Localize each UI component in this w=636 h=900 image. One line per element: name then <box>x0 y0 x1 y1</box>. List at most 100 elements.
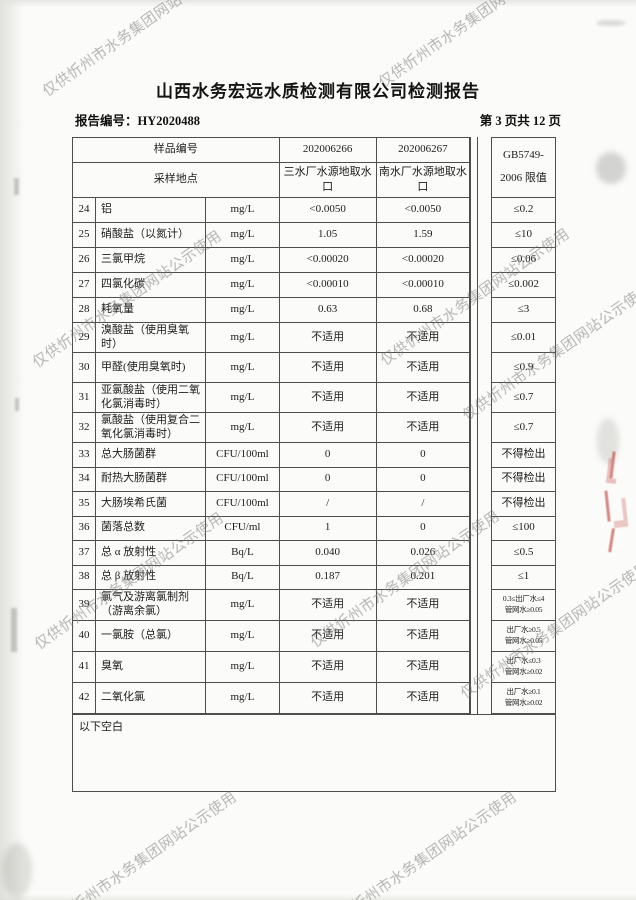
value-cell: 0 <box>375 515 471 541</box>
unit-cell: mg/L <box>205 651 280 683</box>
scan-edge-shadow <box>0 0 24 900</box>
limit-row: ≤0.002 <box>491 272 556 298</box>
report-title: 山西水务宏远水质检测有限公司检测报告 <box>156 82 480 101</box>
row-number-cell: 31 <box>71 382 97 413</box>
value-cell: <0.00020 <box>375 247 471 273</box>
table-row: 24 铝 mg/L <0.0050 <0.0050 <box>71 197 471 223</box>
row-number-cell: 24 <box>71 197 97 223</box>
unit-cell: mg/L <box>205 272 280 298</box>
table-row: 41 臭氧 mg/L 不适用 不适用 <box>71 651 471 683</box>
limit-cell: ≤1 <box>491 564 556 590</box>
row-number-cell: 29 <box>71 322 97 353</box>
limit-cell: 不得检出 <box>491 491 556 517</box>
value-cell: 0.63 <box>278 297 377 323</box>
unit-cell: mg/L <box>205 620 280 652</box>
table-row: 36 菌落总数 CFU/ml 1 0 <box>71 515 471 541</box>
param-name-cell: 总 α 放射性 <box>95 540 207 566</box>
value-cell: 0.68 <box>375 297 471 323</box>
limit-standard-year: 2006 限值 <box>500 172 547 185</box>
limit-row: ≤0.06 <box>491 247 556 273</box>
value-cell: 0.187 <box>278 564 377 590</box>
row-number-cell: 34 <box>71 466 97 492</box>
value-cell: 1.05 <box>278 222 377 248</box>
row-number-cell: 42 <box>71 682 97 714</box>
limit-row: ≤1 <box>491 564 556 590</box>
param-name-cell: 三氯甲烷 <box>95 247 207 273</box>
main-results-table: 样品编号 202006266 202006267 采样地点 三水厂水源地取水口 … <box>71 137 471 714</box>
param-name-cell: 二氧化氯 <box>95 682 207 714</box>
scan-edge-shadow <box>0 894 636 900</box>
red-ink-mark <box>609 451 625 480</box>
table-row: 25 硝酸盐（以氮计） mg/L 1.05 1.59 <box>71 222 471 248</box>
limit-row: 不得检出 <box>491 442 556 468</box>
unit-cell: mg/L <box>205 197 280 223</box>
unit-cell: mg/L <box>205 222 280 248</box>
table-row: 28 耗氧量 mg/L 0.63 0.68 <box>71 297 471 323</box>
limit-cell: 0.3≤出厂水≤4 管网水≥0.05 <box>491 589 556 621</box>
limit-row: ≤0.9 <box>491 352 556 383</box>
param-name-cell: 四氯化碳 <box>95 272 207 298</box>
limit-row: 不得检出 <box>491 491 556 517</box>
row-number-cell: 32 <box>71 412 97 443</box>
table-row: 38 总 β 放射性 Bq/L 0.187 0.201 <box>71 564 471 590</box>
limit-standard: GB5749- <box>503 149 544 161</box>
unit-cell: mg/L <box>205 412 280 443</box>
value-cell: / <box>278 491 377 517</box>
unit-cell: mg/L <box>205 682 280 714</box>
page-indicator: 第 3 页共 12 页 <box>479 114 561 128</box>
scan-smudge <box>596 152 626 184</box>
value-cell: 0 <box>278 442 377 468</box>
limit-row: 出厂水≥0.1 管网水≥0.02 <box>491 682 556 714</box>
unit-cell: Bq/L <box>205 540 280 566</box>
limit-cell: ≤3 <box>491 297 556 323</box>
value-cell: 不适用 <box>278 412 377 443</box>
param-name-cell: 耗氧量 <box>95 297 207 323</box>
value-cell: 不适用 <box>375 352 471 383</box>
limit-row: ≤0.5 <box>491 540 556 566</box>
value-cell: 不适用 <box>278 382 377 413</box>
table-row: 33 总大肠菌群 CFU/100ml 0 0 <box>71 442 471 468</box>
table-row: 34 耐热大肠菌群 CFU/100ml 0 0 <box>71 466 471 492</box>
sample-id-label: 样品编号 <box>72 137 280 163</box>
limit-cell: ≤0.06 <box>491 247 556 273</box>
row-number-cell: 35 <box>71 491 97 517</box>
value-cell: 不适用 <box>278 651 377 683</box>
unit-cell: mg/L <box>205 297 280 323</box>
limit-row: ≤0.7 <box>491 412 556 443</box>
diagonal-watermark: 仅供忻州市水务集团网站公示使用 <box>45 789 240 900</box>
row-number-cell: 28 <box>71 297 97 323</box>
red-ink-mark <box>608 528 625 554</box>
row-number-cell: 27 <box>71 272 97 298</box>
row-number-cell: 26 <box>71 247 97 273</box>
value-cell: <0.0050 <box>375 197 471 223</box>
value-cell: 不适用 <box>278 352 377 383</box>
limit-row: 不得检出 <box>491 466 556 492</box>
unit-cell: CFU/ml <box>205 515 280 541</box>
scan-artifact <box>11 608 17 652</box>
value-cell: / <box>375 491 471 517</box>
table-row: 37 总 α 放射性 Bq/L 0.040 0.026 <box>71 540 471 566</box>
param-name-cell: 总大肠菌群 <box>95 442 207 468</box>
table-row: 40 一氯胺（总氯） mg/L 不适用 不适用 <box>71 620 471 652</box>
unit-cell: CFU/100ml <box>205 442 280 468</box>
row-number-cell: 39 <box>71 589 97 621</box>
limit-cell: ≤100 <box>491 515 556 541</box>
table-gap <box>478 137 491 714</box>
param-name-cell: 溴酸盐（使用臭氧时） <box>95 322 207 353</box>
limit-row: ≤10 <box>491 222 556 248</box>
scan-artifact <box>14 178 19 195</box>
sample-id-1: 202006266 <box>278 137 377 163</box>
value-cell: 不适用 <box>278 589 377 621</box>
param-name-cell: 菌落总数 <box>95 515 207 541</box>
unit-cell: mg/L <box>205 247 280 273</box>
unit-cell: mg/L <box>205 352 280 383</box>
table-row: 26 三氯甲烷 mg/L <0.00020 <0.00020 <box>71 247 471 273</box>
table-row: 30 甲醛(使用臭氧时) mg/L 不适用 不适用 <box>71 352 471 383</box>
param-name-cell: 氯酸盐（使用复合二氧化氯消毒时） <box>95 412 207 443</box>
limit-table: GB5749- 2006 限值 ≤0.2 ≤10 ≤0.06 ≤0.002 ≤3 ≤0.0… <box>491 137 556 714</box>
results-table-area: 样品编号 202006266 202006267 采样地点 三水厂水源地取水口 … <box>71 137 556 792</box>
param-name-cell: 大肠埃希氏菌 <box>95 491 207 517</box>
param-name-cell: 耐热大肠菌群 <box>95 466 207 492</box>
value-cell: 0 <box>278 466 377 492</box>
